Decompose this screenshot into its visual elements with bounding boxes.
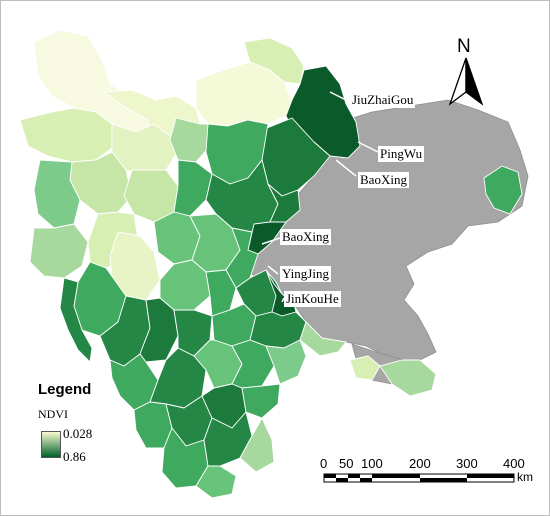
place-label-pingwu: PingWu: [378, 146, 425, 162]
legend-color-ramp: [41, 431, 61, 458]
legend-variable: NDVI: [38, 407, 68, 421]
scale-unit: km: [517, 470, 533, 484]
place-label-jinkouhe: JinKouHe: [284, 291, 341, 307]
legend-title: Legend: [38, 381, 92, 398]
legend-min-value: 0.028: [63, 426, 93, 441]
scale-tick-100: 100: [361, 456, 383, 471]
scale-bar: [323, 473, 515, 483]
scale-tick-200: 200: [409, 456, 431, 471]
scale-tick-50: 50: [339, 456, 354, 471]
place-label-yingjing: YingJing: [280, 266, 331, 282]
place-label-baoxing: BaoXing: [280, 229, 331, 245]
north-arrow: [448, 57, 484, 106]
region-green-mainland: [19, 29, 523, 499]
leader-lines: [261, 91, 379, 303]
place-label-baoxing-north: BaoXing: [358, 172, 409, 188]
scale-tick-0: 0: [320, 456, 328, 471]
legend-max-value: 0.86: [63, 449, 86, 464]
place-label-jiuzhaigou: JiuZhaiGou: [350, 92, 416, 108]
scale-tick-300: 300: [456, 456, 478, 471]
scale-tick-400: 400: [503, 456, 525, 471]
north-arrow-label: N: [457, 36, 471, 57]
